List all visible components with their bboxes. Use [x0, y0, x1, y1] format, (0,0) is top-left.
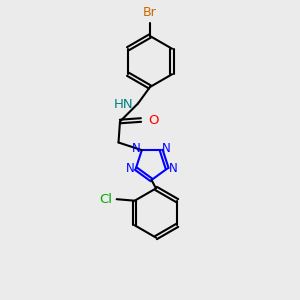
Text: N: N — [132, 142, 141, 155]
Text: N: N — [125, 162, 134, 175]
Text: N: N — [162, 142, 171, 155]
Text: O: O — [148, 113, 159, 127]
Text: HN: HN — [114, 98, 134, 112]
Text: Br: Br — [143, 7, 157, 20]
Text: N: N — [169, 162, 178, 175]
Text: Cl: Cl — [99, 193, 112, 206]
